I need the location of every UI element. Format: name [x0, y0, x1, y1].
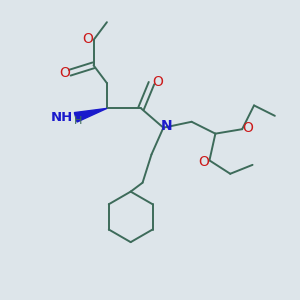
Polygon shape [74, 108, 107, 122]
Text: O: O [198, 155, 209, 169]
Text: N: N [160, 119, 172, 133]
Text: NH: NH [51, 111, 74, 124]
Text: O: O [83, 32, 94, 46]
Text: O: O [153, 75, 164, 88]
Text: O: O [243, 121, 254, 135]
Text: O: O [59, 66, 70, 80]
Text: H: H [74, 116, 82, 126]
